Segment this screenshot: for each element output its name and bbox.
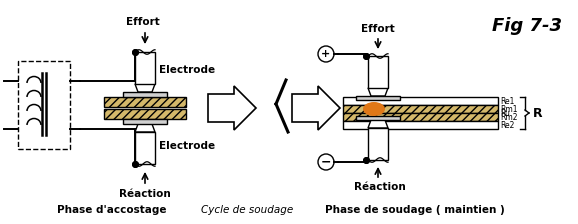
Polygon shape <box>292 86 340 130</box>
Text: Phase de soudage ( maintien ): Phase de soudage ( maintien ) <box>325 205 505 215</box>
Polygon shape <box>368 88 388 96</box>
Text: Réaction: Réaction <box>354 182 406 192</box>
Polygon shape <box>135 124 155 132</box>
Text: Effort: Effort <box>126 17 160 27</box>
Bar <box>104 109 186 119</box>
Text: Effort: Effort <box>361 24 395 34</box>
Text: R: R <box>533 106 543 119</box>
Bar <box>123 92 167 97</box>
Bar <box>135 132 155 164</box>
Bar <box>356 116 400 120</box>
Text: +: + <box>321 49 331 59</box>
Bar <box>18 61 70 149</box>
Text: Re2: Re2 <box>500 121 514 129</box>
Polygon shape <box>208 86 256 130</box>
Ellipse shape <box>363 102 385 116</box>
Bar <box>104 97 186 107</box>
Bar <box>343 113 498 121</box>
Bar <box>368 56 388 88</box>
Text: Rm1: Rm1 <box>500 105 517 114</box>
Text: Ru: Ru <box>500 108 510 118</box>
Polygon shape <box>135 84 155 92</box>
Bar <box>343 121 498 129</box>
Text: Electrode: Electrode <box>159 65 215 75</box>
Bar <box>123 119 167 124</box>
Text: Cycle de soudage: Cycle de soudage <box>201 205 293 215</box>
Bar <box>343 97 498 105</box>
Text: Re1: Re1 <box>500 97 514 106</box>
Polygon shape <box>368 120 388 128</box>
Bar <box>356 96 400 100</box>
Bar <box>135 52 155 84</box>
Text: Fig 7-3: Fig 7-3 <box>492 17 562 35</box>
Text: Electrode: Electrode <box>159 141 215 151</box>
Text: −: − <box>321 155 331 168</box>
Text: Réaction: Réaction <box>119 189 171 199</box>
Bar <box>368 128 388 160</box>
Text: Phase d'accostage: Phase d'accostage <box>57 205 166 215</box>
Bar <box>343 105 498 113</box>
Text: Rm2: Rm2 <box>500 112 517 121</box>
